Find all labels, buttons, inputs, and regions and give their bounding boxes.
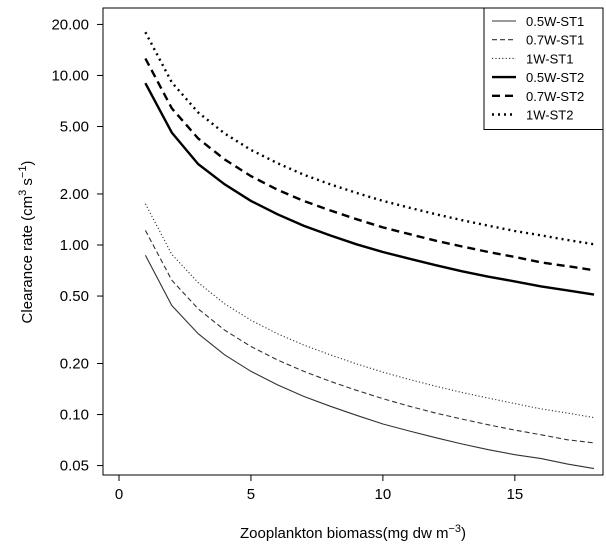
y-tick-label: 0.50 bbox=[60, 288, 89, 305]
y-axis: 0.05 0.10 0.20 0.50 1.00 2.00 5.00 10.00 20.00 bbox=[51, 16, 103, 475]
x-axis: 0 5 10 15 bbox=[115, 475, 523, 503]
x-axis-label: Zooplankton biomass(mg dw m−3) bbox=[240, 523, 466, 542]
legend: 0.5W-ST1 0.7W-ST1 1W-ST1 0.5W-ST2 0.7W-ST2 1W… bbox=[483, 7, 604, 130]
y-axis-label-sup-1: 3 bbox=[17, 190, 29, 196]
y-tick-label: 0.05 bbox=[60, 458, 89, 475]
legend-label: 0.7W-ST2 bbox=[526, 89, 584, 104]
series-line bbox=[144, 31, 595, 246]
series-line bbox=[144, 82, 595, 296]
legend-label: 0.7W-ST1 bbox=[526, 33, 584, 48]
series-line bbox=[144, 255, 595, 470]
legend-label: 0.5W-ST1 bbox=[526, 14, 584, 29]
x-tick-label: 5 bbox=[247, 486, 255, 503]
x-tick-label: 0 bbox=[115, 486, 123, 503]
y-axis-label-sup-2: −1 bbox=[17, 166, 29, 179]
y-tick-label: 5.00 bbox=[60, 119, 89, 136]
x-axis-label-sup: −3 bbox=[448, 523, 461, 535]
y-axis-label: Clearance rate (cm3 s−1) bbox=[17, 161, 36, 324]
legend-label: 0.5W-ST2 bbox=[526, 70, 584, 85]
y-tick-label: 20.00 bbox=[51, 16, 89, 33]
y-tick-label: 0.10 bbox=[60, 407, 89, 424]
series-line bbox=[144, 57, 595, 272]
series-line bbox=[144, 230, 595, 444]
series-layer bbox=[144, 31, 595, 470]
legend-label: 1W-ST2 bbox=[526, 108, 573, 123]
legend-box bbox=[483, 7, 604, 130]
legend-label: 1W-ST1 bbox=[526, 51, 573, 66]
y-tick-label: 0.20 bbox=[60, 356, 89, 373]
x-tick-label: 10 bbox=[375, 486, 392, 503]
y-tick-label: 1.00 bbox=[60, 237, 89, 254]
x-tick-label: 15 bbox=[506, 486, 523, 503]
series-line bbox=[144, 203, 595, 419]
y-tick-label: 2.00 bbox=[60, 186, 89, 203]
plot-frame bbox=[102, 7, 604, 476]
y-tick-label: 10.00 bbox=[51, 67, 89, 84]
